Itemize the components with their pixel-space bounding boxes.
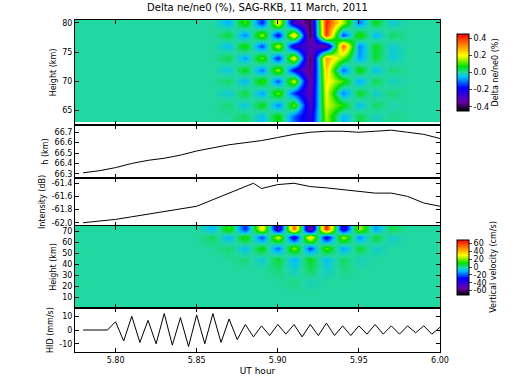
svg-text:66.6: 66.6 (55, 138, 73, 147)
svg-text:-61.4: -61.4 (52, 179, 73, 188)
svg-text:70: 70 (62, 227, 72, 236)
svg-text:70: 70 (62, 77, 72, 86)
svg-text:h (km): h (km) (41, 138, 50, 164)
svg-text:6.00: 6.00 (431, 356, 449, 365)
svg-text:40: 40 (62, 260, 72, 269)
svg-text:40: 40 (474, 247, 484, 256)
svg-text:10: 10 (62, 293, 72, 302)
svg-text:0.4: 0.4 (474, 34, 487, 43)
svg-text:Height (km): Height (km) (49, 243, 58, 291)
svg-text:50: 50 (62, 249, 72, 258)
svg-text:-20: -20 (474, 271, 487, 280)
svg-text:0.0: 0.0 (474, 68, 487, 77)
svg-text:0: 0 (67, 326, 72, 335)
svg-text:-62.0: -62.0 (52, 219, 73, 228)
svg-text:5.85: 5.85 (188, 356, 206, 365)
svg-text:Delta ne/ne0 (%), SAG-RKB, 11: Delta ne/ne0 (%), SAG-RKB, 11 March, 201… (147, 2, 368, 13)
svg-text:0: 0 (474, 263, 479, 272)
svg-text:5.95: 5.95 (350, 356, 368, 365)
svg-text:80: 80 (62, 19, 72, 28)
svg-text:Height (km): Height (km) (49, 49, 58, 97)
svg-text:75: 75 (62, 48, 72, 57)
svg-text:60: 60 (62, 238, 72, 247)
svg-text:66.5: 66.5 (55, 149, 73, 158)
svg-text:-10: -10 (59, 340, 72, 349)
svg-text:-60: -60 (474, 286, 487, 295)
svg-text:-0.2: -0.2 (474, 85, 490, 94)
svg-text:0.2: 0.2 (474, 51, 487, 60)
svg-text:HID (mm/s): HID (mm/s) (46, 307, 55, 353)
svg-text:Delta ne/ne0 (%): Delta ne/ne0 (%) (491, 38, 500, 106)
svg-text:20: 20 (62, 282, 72, 291)
svg-text:5.90: 5.90 (269, 356, 287, 365)
svg-text:20: 20 (474, 255, 484, 264)
svg-text:-61.6: -61.6 (52, 192, 73, 201)
svg-text:Intensity (dB): Intensity (dB) (38, 175, 47, 229)
svg-text:UT hour: UT hour (240, 366, 276, 376)
svg-text:10: 10 (62, 312, 72, 321)
svg-text:30: 30 (62, 271, 72, 280)
svg-text:-0.4: -0.4 (474, 103, 490, 112)
svg-text:65: 65 (62, 106, 72, 115)
svg-text:-61.8: -61.8 (52, 205, 73, 214)
svg-text:66.4: 66.4 (55, 159, 73, 168)
svg-text:66.7: 66.7 (55, 128, 73, 137)
svg-text:66.3: 66.3 (55, 170, 73, 179)
svg-text:5.80: 5.80 (107, 356, 125, 365)
svg-text:60: 60 (474, 239, 484, 248)
svg-text:-40: -40 (474, 279, 487, 288)
svg-text:Vertical velocity (cm/s): Vertical velocity (cm/s) (489, 221, 498, 313)
